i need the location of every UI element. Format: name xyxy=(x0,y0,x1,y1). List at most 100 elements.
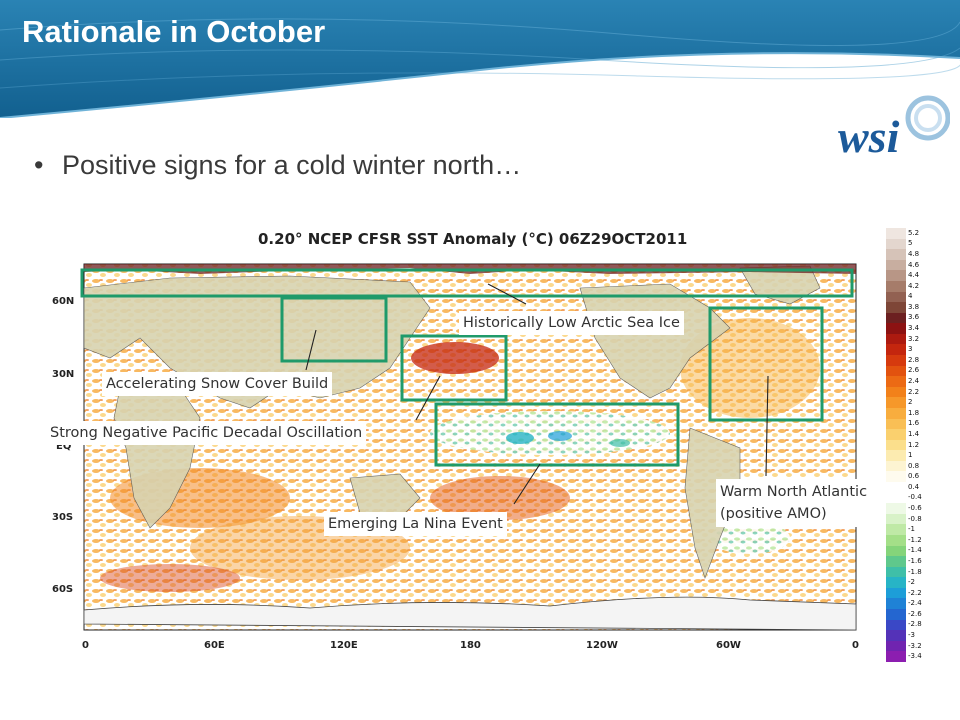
colorbar-label: -2 xyxy=(908,578,915,587)
colorbar-swatch xyxy=(886,333,906,345)
colorbar-swatch xyxy=(886,291,906,303)
colorbar-swatch xyxy=(886,259,906,271)
highlight-boxes xyxy=(80,268,854,467)
box-snow-cover xyxy=(280,296,388,363)
lon-label: 60W xyxy=(716,640,741,651)
sst-anomaly-map: 60N 30N EQ 30S 60S 0 60E 120E 180 120W 6… xyxy=(52,263,859,651)
colorbar-label: 2.6 xyxy=(908,366,920,375)
lat-label: 60N xyxy=(52,296,74,307)
colorbar-label: 2.2 xyxy=(908,387,920,396)
colorbar-label: -1 xyxy=(908,525,915,534)
colorbar-label: 1.8 xyxy=(908,408,920,417)
callout-north-atlantic-line2: (positive AMO) xyxy=(720,506,827,522)
lon-label: 180 xyxy=(460,640,481,651)
colorbar-swatch xyxy=(886,386,906,398)
lon-label: 0 xyxy=(82,640,89,651)
wsi-logo: wsi xyxy=(838,95,950,162)
colorbar-swatch xyxy=(886,619,906,631)
callout-snow-cover: Accelerating Snow Cover Build xyxy=(102,372,333,396)
bullet-item: • Positive signs for a cold winter north… xyxy=(34,150,521,181)
colorbar-swatch xyxy=(886,450,906,462)
box-pdo xyxy=(400,334,508,402)
box-la-nina xyxy=(434,402,680,467)
colorbar-label: -3 xyxy=(908,631,915,640)
header-banner xyxy=(0,0,960,118)
colorbar-label: -2.6 xyxy=(908,609,922,618)
latitude-labels: 60N 30N EQ 30S 60S xyxy=(52,296,74,595)
colorbar-swatch xyxy=(886,344,906,356)
colorbar-swatch xyxy=(886,524,906,536)
colorbar-label: 2 xyxy=(908,398,913,407)
colorbar-label: 5 xyxy=(908,239,913,248)
colorbar xyxy=(886,228,906,663)
colorbar-swatch xyxy=(886,503,906,515)
colorbar-swatch xyxy=(886,323,906,335)
colorbar-swatch xyxy=(886,566,906,578)
colorbar-label: 1.6 xyxy=(908,419,920,428)
colorbar-label: 0.6 xyxy=(908,472,920,481)
colorbar-swatch xyxy=(886,471,906,483)
colorbar-label: 2.8 xyxy=(908,355,920,364)
slide-title: Rationale in October xyxy=(22,14,326,49)
lat-label: 30S xyxy=(52,512,73,523)
colorbar-swatch xyxy=(886,238,906,250)
colorbar-label: -1.6 xyxy=(908,556,922,565)
colorbar-label: 4.4 xyxy=(908,271,920,280)
box-north-atlantic xyxy=(708,306,824,422)
colorbar-swatch xyxy=(886,249,906,261)
colorbar-swatch xyxy=(886,302,906,314)
colorbar-label: 1.4 xyxy=(908,429,920,438)
colorbar-swatch xyxy=(886,460,906,472)
colorbar-label: -1.4 xyxy=(908,546,922,555)
colorbar-label: -3.2 xyxy=(908,641,922,650)
box-arctic-sea-ice xyxy=(80,268,854,298)
colorbar-swatch xyxy=(886,640,906,652)
callout-pointers xyxy=(305,283,769,505)
colorbar-swatch xyxy=(886,355,906,367)
pointer-pdo xyxy=(415,375,441,421)
lon-label: 0 xyxy=(852,640,859,651)
bullet-dot: • xyxy=(34,150,44,180)
colorbar-swatch xyxy=(886,534,906,547)
colorbar-label: 3.8 xyxy=(908,302,920,311)
colorbar-swatch xyxy=(886,630,906,642)
colorbar-swatch xyxy=(886,312,906,324)
bullet-text: Positive signs for a cold winter north… xyxy=(62,150,522,180)
colorbar-label: 0.4 xyxy=(908,482,920,491)
pointer-arctic xyxy=(487,283,527,305)
pointer-snow xyxy=(305,329,317,371)
colorbar-label: 0.8 xyxy=(908,461,920,470)
logo-text: wsi xyxy=(838,111,900,162)
colorbar-swatch xyxy=(886,270,906,282)
lat-label: 60S xyxy=(52,584,73,595)
colorbar-swatch xyxy=(886,513,906,525)
colorbar-swatch xyxy=(886,439,906,451)
colorbar-label: -2.4 xyxy=(908,599,922,608)
colorbar-swatch xyxy=(886,376,906,388)
colorbar-label: 5.2 xyxy=(908,228,920,237)
colorbar-label: 4.8 xyxy=(908,249,920,258)
lat-label: EQ xyxy=(56,441,71,452)
colorbar-label: 1.2 xyxy=(908,440,920,449)
lon-label: 60E xyxy=(204,640,225,651)
colorbar-swatch xyxy=(886,556,906,568)
colorbar-label: 1 xyxy=(908,451,913,460)
colorbar-swatch xyxy=(886,228,906,240)
colorbar-label: 4.2 xyxy=(908,281,920,290)
pointer-atlantic xyxy=(765,375,769,477)
colorbar-label: -2.2 xyxy=(908,588,922,597)
colorbar-label: 2.4 xyxy=(908,376,920,385)
longitude-labels: 0 60E 120E 180 120W 60W 0 xyxy=(82,640,859,651)
colorbar-swatch xyxy=(886,492,906,504)
colorbar-swatch xyxy=(886,407,906,420)
callout-pdo: Strong Negative Pacific Decadal Oscillat… xyxy=(46,421,367,445)
colorbar-label: -3.4 xyxy=(908,652,922,661)
colorbar-swatch xyxy=(886,280,906,292)
colorbar-swatch xyxy=(886,587,906,599)
colorbar-label: -0.4 xyxy=(908,493,922,502)
callout-north-atlantic: Warm North Atlantic (positive AMO) xyxy=(716,479,872,527)
pointer-lanina xyxy=(513,463,541,505)
colorbar-label: 3.6 xyxy=(908,313,920,322)
colorbar-label: 3.2 xyxy=(908,334,920,343)
colorbar-swatch xyxy=(886,418,906,430)
